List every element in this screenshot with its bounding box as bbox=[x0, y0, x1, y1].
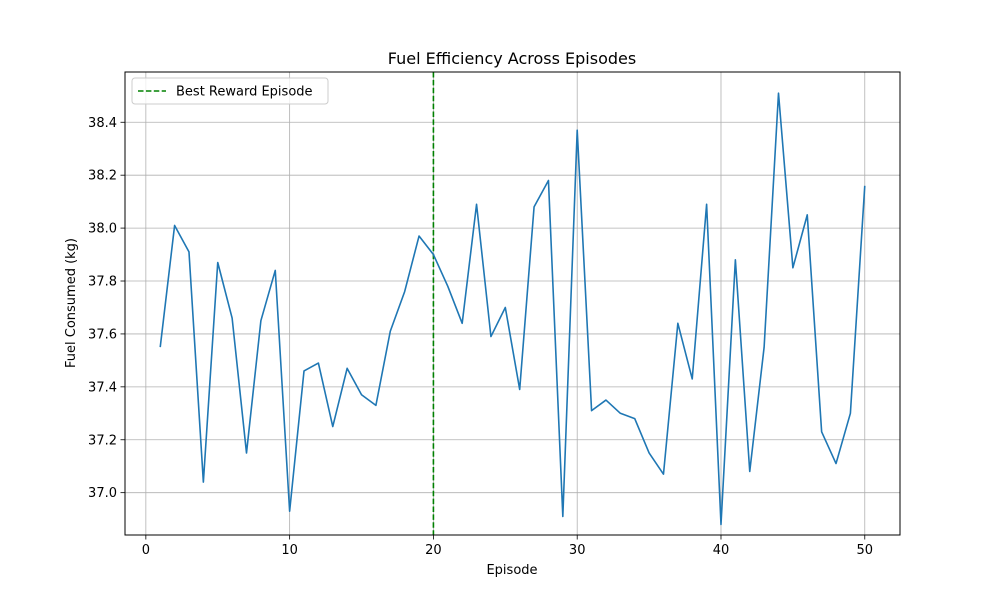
y-tick-label: 38.2 bbox=[88, 169, 117, 184]
y-tick-label: 38.0 bbox=[88, 222, 117, 237]
x-axis: 0 10 20 30 40 50 bbox=[142, 535, 873, 558]
y-axis: 37.0 37.2 37.4 37.6 37.8 38.0 38.2 38.4 bbox=[88, 116, 125, 501]
x-axis-title: Episode bbox=[486, 563, 537, 578]
y-tick-label: 37.2 bbox=[88, 433, 117, 448]
x-tick-label: 40 bbox=[713, 543, 730, 558]
x-tick-label: 30 bbox=[569, 543, 586, 558]
legend-box bbox=[131, 77, 329, 105]
x-tick-label: 20 bbox=[425, 543, 442, 558]
y-tick-label: 37.6 bbox=[88, 327, 117, 342]
legend: Best Reward Episode bbox=[131, 77, 329, 105]
y-tick-label: 37.0 bbox=[88, 486, 117, 501]
fuel-consumed-line bbox=[159, 92, 866, 526]
series-group bbox=[159, 92, 866, 526]
chart-title: Fuel Efficiency Across Episodes bbox=[388, 49, 636, 68]
y-tick-label: 37.8 bbox=[88, 275, 117, 290]
legend-label: Best Reward Episode bbox=[176, 85, 313, 100]
x-tick-label: 10 bbox=[281, 543, 298, 558]
x-tick-label: 50 bbox=[856, 543, 873, 558]
x-tick-label: 0 bbox=[142, 543, 150, 558]
y-tick-label: 38.4 bbox=[88, 116, 117, 131]
y-tick-label: 37.4 bbox=[88, 380, 117, 395]
plot-frame bbox=[124, 71, 901, 536]
y-axis-title: Fuel Consumed (kg) bbox=[64, 238, 79, 368]
